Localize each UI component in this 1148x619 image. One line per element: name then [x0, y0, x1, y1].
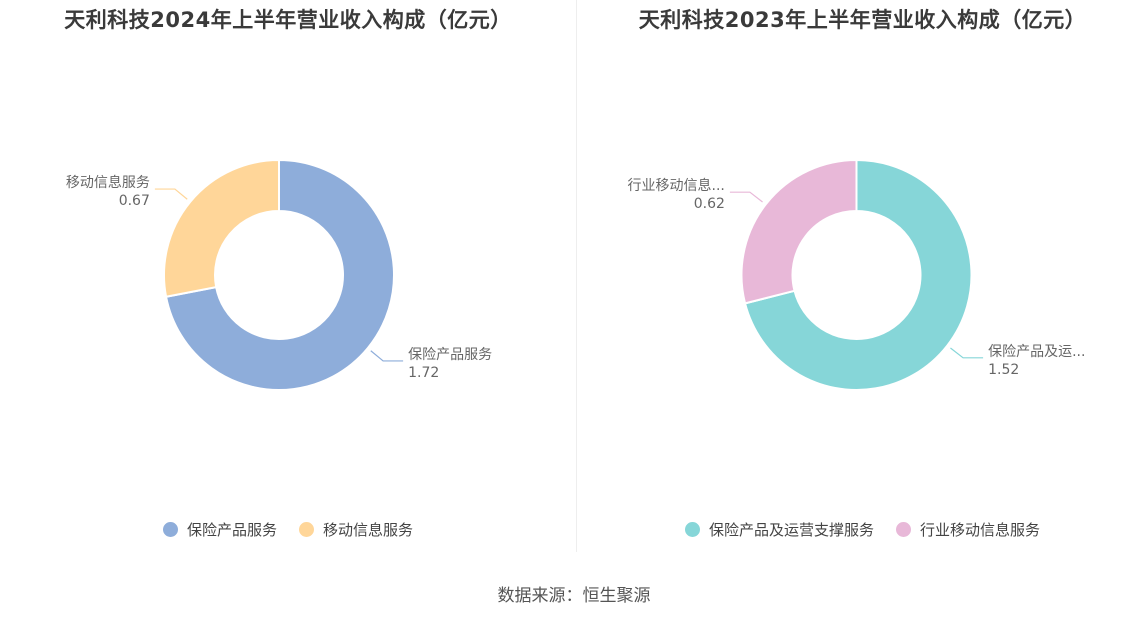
legend-label: 行业移动信息服务 [920, 521, 1041, 539]
donut-slice-1[interactable] [740, 158, 858, 305]
slice-value-label: 0.62 [694, 196, 725, 212]
legend-marker [896, 522, 911, 537]
slice-label: 保险产品及运... [988, 344, 1085, 360]
donut-slice-0[interactable] [164, 158, 395, 391]
legend-label: 保险产品及运营支撑服务 [708, 521, 874, 539]
slice-label: 行业移动信息... [628, 177, 725, 194]
chart-panel-2023: 天利科技2023年上半年营业收入构成（亿元） 保险产品及运... 1.52 行业移动… [577, 0, 1148, 552]
legend-marker [299, 522, 314, 537]
donut-chart-2023: 保险产品及运... 1.52 行业移动信息... 0.62 [628, 158, 1085, 391]
slice-value-label: 1.72 [408, 365, 439, 381]
label-leader-line [154, 188, 188, 200]
slice-label: 保险产品服务 [408, 347, 492, 363]
label-leader-line [370, 350, 404, 362]
legend-item-mobile-2023[interactable]: 行业移动信息服务 [896, 519, 1040, 540]
donut-chart-2024: 保险产品服务 1.72 移动信息服务 0.67 [66, 158, 492, 391]
slice-value-label: 1.52 [988, 362, 1019, 378]
chart-panel-2024: 天利科技2024年上半年营业收入构成（亿元） 保险产品服务 1.72 移动信息服务 0… [0, 0, 576, 552]
legend-item-insurance-2024[interactable]: 保险产品服务 [162, 519, 277, 540]
label-leader-line [950, 347, 984, 359]
legend-2023: 保险产品及运营支撑服务 行业移动信息服务 [577, 519, 1148, 540]
slice-label: 移动信息服务 [66, 174, 150, 191]
legend-label: 保险产品服务 [186, 521, 277, 539]
legend-item-mobile-2024[interactable]: 移动信息服务 [299, 519, 413, 540]
legend-label: 移动信息服务 [323, 521, 414, 539]
legend-2024: 保险产品服务 移动信息服务 [0, 519, 576, 540]
legend-item-insurance-2023[interactable]: 保险产品及运营支撑服务 [684, 519, 874, 540]
donut-slice-1[interactable] [163, 158, 280, 298]
legend-marker [162, 522, 178, 537]
panel-divider [576, 0, 577, 552]
label-leader-line [729, 191, 763, 203]
legend-marker [684, 522, 700, 537]
donut-slice-0[interactable] [743, 158, 973, 391]
chart-title-2024: 天利科技2024年上半年营业收入构成（亿元） [64, 8, 512, 32]
chart-title-2023: 天利科技2023年上半年营业收入构成（亿元） [638, 8, 1087, 32]
data-source: 数据来源：恒生聚源 [497, 586, 651, 606]
slice-value-label: 0.67 [119, 193, 150, 209]
